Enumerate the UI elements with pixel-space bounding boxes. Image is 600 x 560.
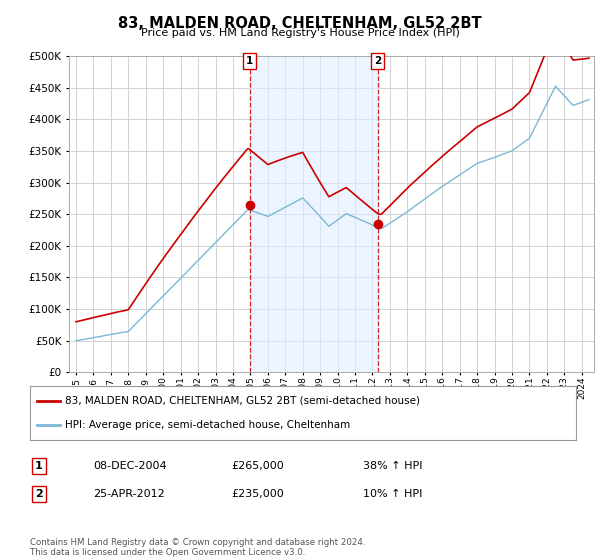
Text: £265,000: £265,000	[231, 461, 284, 471]
Text: 2: 2	[35, 489, 43, 499]
Text: HPI: Average price, semi-detached house, Cheltenham: HPI: Average price, semi-detached house,…	[65, 420, 351, 430]
Bar	[250, 56, 377, 372]
Text: 10% ↑ HPI: 10% ↑ HPI	[363, 489, 422, 499]
Text: 1: 1	[35, 461, 43, 471]
Text: Price paid vs. HM Land Registry's House Price Index (HPI): Price paid vs. HM Land Registry's House …	[140, 28, 460, 38]
Text: 38% ↑ HPI: 38% ↑ HPI	[363, 461, 422, 471]
Text: 08-DEC-2004: 08-DEC-2004	[93, 461, 167, 471]
Text: 83, MALDEN ROAD, CHELTENHAM, GL52 2BT (semi-detached house): 83, MALDEN ROAD, CHELTENHAM, GL52 2BT (s…	[65, 396, 421, 406]
Text: £235,000: £235,000	[231, 489, 284, 499]
Text: 25-APR-2012: 25-APR-2012	[93, 489, 165, 499]
Text: 1: 1	[246, 56, 253, 66]
Text: 83, MALDEN ROAD, CHELTENHAM, GL52 2BT: 83, MALDEN ROAD, CHELTENHAM, GL52 2BT	[118, 16, 482, 31]
Text: Contains HM Land Registry data © Crown copyright and database right 2024.
This d: Contains HM Land Registry data © Crown c…	[30, 538, 365, 557]
Text: 2: 2	[374, 56, 381, 66]
